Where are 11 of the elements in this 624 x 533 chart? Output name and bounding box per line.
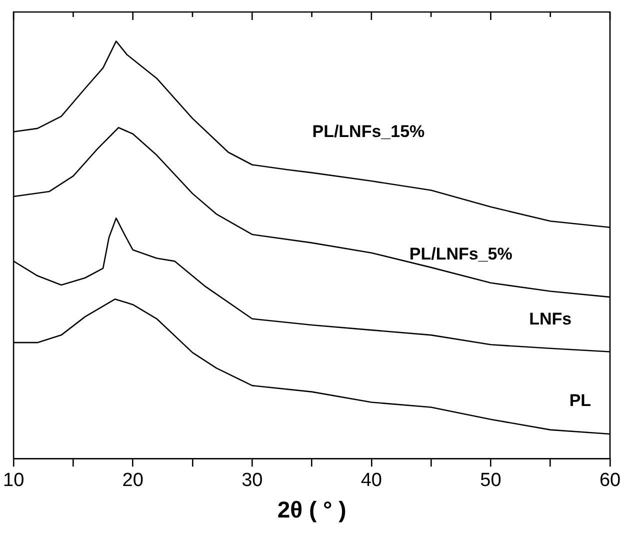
- series-label: PL: [569, 391, 592, 410]
- x-tick-label: 20: [122, 470, 144, 492]
- series-label: PL/LNFs_15%: [312, 122, 425, 141]
- series-label: LNFs: [529, 310, 572, 329]
- x-axis-title: 2θ ( ° ): [277, 496, 346, 523]
- x-tick-label: 40: [360, 470, 382, 492]
- x-tick-label: 10: [2, 470, 24, 492]
- x-tick-label: 60: [599, 470, 621, 492]
- x-tick-label: 50: [480, 470, 502, 492]
- x-tick-label: 30: [242, 470, 263, 492]
- series-label: PL/LNFs_5%: [409, 244, 512, 264]
